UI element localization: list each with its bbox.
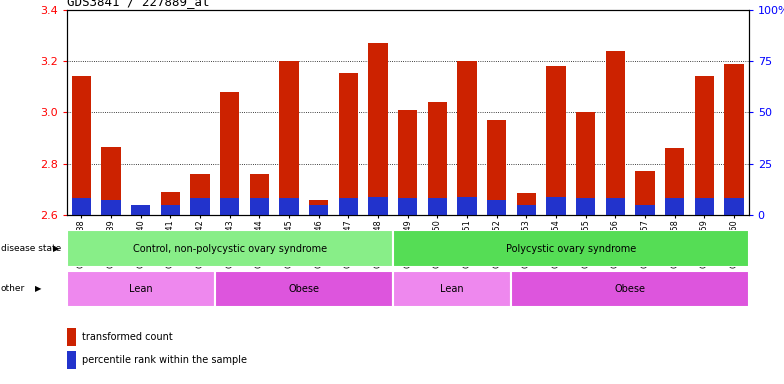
Bar [517,205,536,215]
Bar [131,205,151,215]
Bar [695,199,714,215]
Bar [635,171,655,215]
Text: Obese: Obese [615,284,645,294]
Bar [191,174,210,215]
Bar [309,200,328,215]
Bar [665,199,684,215]
Bar [191,199,210,215]
Bar [724,63,743,215]
Bar [576,199,595,215]
Bar [487,200,506,215]
Bar [339,199,358,215]
Bar [72,76,91,215]
Bar [665,148,684,215]
Bar [695,76,714,215]
Text: percentile rank within the sample: percentile rank within the sample [82,355,247,365]
Bar [67,271,215,307]
Bar [605,51,625,215]
Bar [398,199,417,215]
Text: Lean: Lean [129,284,153,294]
Bar [279,199,299,215]
Text: Obese: Obese [289,284,319,294]
Bar [428,102,447,215]
Bar [605,199,625,215]
Bar [101,147,121,215]
Bar [393,271,511,307]
Bar [487,120,506,215]
Bar [161,205,180,215]
Bar [724,199,743,215]
Text: ▶: ▶ [53,244,60,253]
Bar [428,199,447,215]
Bar [220,199,239,215]
Bar [635,205,655,215]
Bar [250,199,269,215]
Bar [161,192,180,215]
Bar [101,200,121,215]
Text: disease state: disease state [1,244,61,253]
Bar [546,66,565,215]
Bar [339,73,358,215]
Bar [511,271,749,307]
Bar [457,197,477,215]
Bar [517,193,536,215]
Bar [457,61,477,215]
Text: transformed count: transformed count [82,332,173,342]
Bar [368,197,387,215]
Bar [215,271,393,307]
Bar [576,112,595,215]
Bar [250,174,269,215]
Text: other: other [1,285,25,293]
Bar [309,205,328,215]
Text: Control, non-polycystic ovary syndrome: Control, non-polycystic ovary syndrome [132,243,327,254]
Bar [398,110,417,215]
Bar [220,92,239,215]
Bar [72,199,91,215]
Bar [131,206,151,215]
Bar [393,230,749,267]
Bar [368,43,387,215]
Text: Lean: Lean [441,284,464,294]
Bar [279,61,299,215]
Bar [546,197,565,215]
Text: GDS3841 / 227889_at: GDS3841 / 227889_at [67,0,209,8]
Text: ▶: ▶ [35,285,42,293]
Text: Polycystic ovary syndrome: Polycystic ovary syndrome [506,243,636,254]
Bar [67,230,393,267]
